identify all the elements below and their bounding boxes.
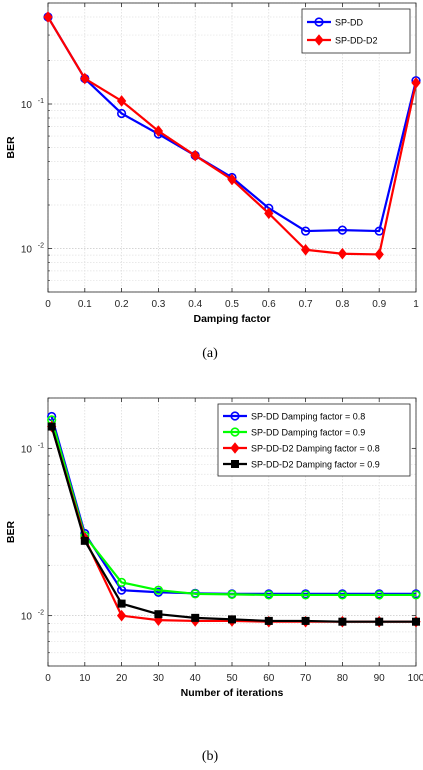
data-point <box>374 226 384 236</box>
legend-label: SP-DD Damping factor = 0.9 <box>251 428 365 438</box>
y-tick-exponent: -1 <box>38 98 44 105</box>
y-tick-label: 10 <box>21 245 33 256</box>
data-point <box>153 585 163 595</box>
data-point <box>227 589 237 599</box>
x-tick-label: 60 <box>263 673 275 684</box>
x-tick-label: 50 <box>226 673 238 684</box>
x-tick-label: 0.4 <box>188 299 202 310</box>
data-point <box>230 427 240 437</box>
chart-b: 0 10 20 30 40 50 60 70 80 90 100 10 -2 10 -1 Number of … <box>5 397 423 764</box>
x-tick-label: 0.3 <box>151 299 165 310</box>
legend-label: SP-DD <box>335 18 364 28</box>
x-tick-label: 0.7 <box>299 299 313 310</box>
legend: SP-DD SP-DD-D2 <box>301 8 411 54</box>
data-point <box>231 460 239 468</box>
x-tick-label: 0 <box>45 673 51 684</box>
x-tick-label: 100 <box>408 673 423 684</box>
data-point <box>153 125 164 137</box>
data-point <box>154 610 163 619</box>
x-tick-label: 0.6 <box>262 299 276 310</box>
x-tick-label: 0.2 <box>115 299 129 310</box>
data-point <box>314 17 324 27</box>
series-2 <box>47 415 421 600</box>
x-axis-label: Damping factor <box>193 313 270 325</box>
data-point <box>338 617 347 626</box>
data-point <box>264 207 274 220</box>
data-point <box>411 590 421 600</box>
data-point <box>301 226 311 236</box>
y-axis-label: BER <box>5 520 17 543</box>
data-point <box>264 616 273 625</box>
data-point <box>300 243 311 256</box>
x-tick-label: 0.5 <box>225 299 239 310</box>
y-tick-exponent: -2 <box>38 610 44 617</box>
legend-label: SP-DD-D2 <box>335 36 378 46</box>
x-tick-label: 0.8 <box>335 299 349 310</box>
x-tick-label: 10 <box>79 673 91 684</box>
data-point <box>337 225 348 235</box>
legend-label: SP-DD-D2 Damping factor = 0.8 <box>251 444 380 454</box>
x-tick-label: 0.1 <box>78 299 92 310</box>
data-point <box>117 599 126 608</box>
legend-box <box>301 8 411 54</box>
x-axis-label: Number of iterations <box>181 687 284 699</box>
y-tick-label: 10 <box>21 444 33 455</box>
data-point <box>191 613 200 622</box>
legend-label: SP-DD-D2 Damping factor = 0.9 <box>251 460 380 470</box>
data-point <box>80 536 89 545</box>
data-point <box>43 11 53 23</box>
legend-box <box>217 403 411 477</box>
data-point <box>412 617 420 626</box>
y-tick-exponent: -2 <box>38 243 44 250</box>
data-point <box>116 609 127 622</box>
data-point <box>230 411 240 421</box>
data-point <box>375 617 384 626</box>
data-point <box>374 590 384 600</box>
data-point <box>228 615 236 624</box>
series-2 <box>43 11 421 261</box>
data-point <box>190 149 200 162</box>
data-point <box>301 590 311 600</box>
legend: SP-DD Damping factor = 0.8 SP-DD Damping … <box>217 403 411 477</box>
x-tick-label: 70 <box>300 673 312 684</box>
legend-label: SP-DD Damping factor = 0.8 <box>251 412 365 422</box>
data-point <box>230 442 240 454</box>
data-point <box>116 108 127 119</box>
data-point <box>374 248 384 261</box>
y-tick-label: 10 <box>21 612 33 623</box>
x-tick-label: 0.9 <box>372 299 386 310</box>
data-point <box>116 95 127 107</box>
data-point <box>337 590 348 600</box>
data-point <box>227 173 237 186</box>
x-tick-label: 90 <box>374 673 386 684</box>
figure-caption: (b) <box>202 749 219 764</box>
y-tick-label: 10 <box>21 100 33 111</box>
data-point <box>80 72 90 85</box>
data-point <box>411 77 421 89</box>
x-tick-label: 30 <box>153 673 165 684</box>
chart-a: 0 0.1 0.2 0.3 0.4 0.5 0.6 0.7 0.8 0.9 1 10 -2 10 -1 Dam… <box>5 2 421 361</box>
y-tick-exponent: -1 <box>38 442 44 449</box>
data-point <box>47 422 56 431</box>
x-tick-label: 80 <box>337 673 349 684</box>
y-axis-label: BER <box>5 136 17 159</box>
x-tick-label: 20 <box>116 673 128 684</box>
series-line <box>50 419 416 597</box>
x-tick-label: 1 <box>413 299 419 310</box>
data-point <box>116 577 127 588</box>
data-point <box>264 590 274 600</box>
data-point <box>301 616 310 625</box>
series-4 <box>47 422 420 626</box>
data-point <box>190 589 200 599</box>
data-point <box>337 247 348 260</box>
x-tick-label: 0 <box>45 299 51 310</box>
data-point <box>314 34 324 46</box>
figure-caption: (a) <box>202 346 218 361</box>
x-tick-label: 40 <box>190 673 202 684</box>
